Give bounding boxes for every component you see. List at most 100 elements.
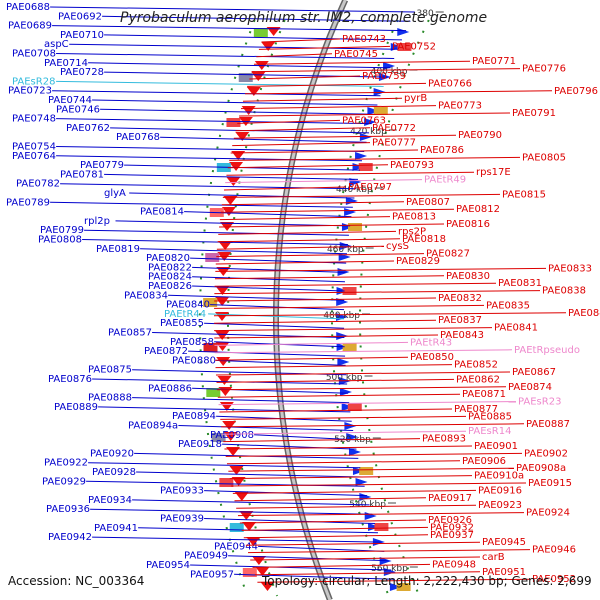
- gene-leader-line: [261, 38, 341, 43]
- gene-label-left: PAE0826: [148, 281, 192, 292]
- left-strand-gene-arrow: [352, 467, 365, 475]
- ruler-label: 380: [417, 9, 434, 19]
- gene-label-right: carB: [482, 552, 505, 563]
- gene-label-right: PAE0916: [478, 485, 522, 496]
- gene-label-left: PAE0857: [108, 328, 152, 339]
- gene-label-right: PAEtR43: [410, 337, 452, 348]
- gene-label-left: PAE0782: [16, 179, 60, 190]
- accession-text: Accession: NC_003364: [8, 574, 145, 588]
- gene-label-right: PAE0805: [522, 152, 566, 163]
- gene-label-right: PAE0766: [428, 78, 472, 89]
- gene-leader-line: [228, 467, 515, 472]
- gene-label-left: PAE0941: [94, 523, 138, 534]
- gene-label-right: PAE0945: [482, 537, 526, 548]
- gene-leader-line: [250, 556, 481, 561]
- gene-leader-line: [132, 499, 370, 506]
- gene-leader-line: [56, 53, 395, 59]
- gene-leader-line: [88, 62, 391, 69]
- gene-label-right: PAE0815: [502, 189, 546, 200]
- gene-leader-line: [254, 434, 355, 441]
- gene-leader-line: [104, 173, 358, 180]
- gene-label-right: PAE0752: [392, 41, 436, 52]
- gene-leader-line: [136, 471, 363, 478]
- gene-leader-line: [217, 238, 401, 243]
- gene-label-left: PAE0808: [38, 235, 82, 246]
- gene-leader-line: [214, 319, 437, 324]
- gene-label-left: PAE0824: [148, 272, 192, 283]
- gene-leader-line: [50, 6, 415, 13]
- gene-leader-line: [184, 211, 352, 218]
- gene-label-right: PAE0830: [446, 271, 490, 282]
- gene-label-right: PAE0924: [526, 508, 570, 519]
- gene-leader-line: [214, 327, 493, 332]
- left-strand-gene-arrow: [389, 583, 402, 591]
- gene-leader-line: [56, 146, 365, 152]
- gene-leader-line: [218, 401, 517, 406]
- right-strand-gene-arrow: [215, 342, 230, 351]
- gene-label-left: PAE0819: [96, 244, 140, 255]
- gene-label-right: PAE0915: [528, 478, 572, 489]
- gene-label-left: PAE0875: [88, 365, 132, 376]
- gene-label-right: PAE0923: [478, 500, 522, 511]
- right-strand-gene-arrow: [235, 132, 250, 141]
- gene-leader-line: [232, 489, 477, 494]
- gene-label-right: PAE0917: [428, 493, 472, 504]
- gene-leader-line: [214, 297, 437, 302]
- gene-leader-line: [92, 99, 378, 106]
- gene-label-left: PAE0949: [184, 551, 228, 562]
- gene-label-left: PAE0872: [144, 346, 188, 357]
- gene-label-left: PAE0814: [140, 207, 184, 218]
- gene-label-right: PAE0835: [486, 300, 530, 311]
- gene-label-left: PAE0918: [178, 439, 222, 450]
- gene-leader-line: [192, 285, 345, 292]
- gene-leader-line: [218, 230, 397, 235]
- gene-label-right: PAEsR23: [518, 397, 561, 408]
- gene-label-left: PAE0939: [160, 514, 204, 525]
- gene-label-right: PAE0831: [498, 278, 542, 289]
- gene-leader-line: [249, 75, 361, 80]
- gene-label-left: PAE0688: [6, 2, 50, 13]
- gene-label-left: PAE0764: [12, 151, 56, 162]
- gene-label-left: PAE0744: [48, 95, 92, 106]
- gene-leader-line: [220, 208, 455, 213]
- gene-label-left: PAE0920: [90, 448, 134, 459]
- gene-leader-line: [192, 266, 346, 273]
- ruler-label: 480 kbp: [323, 311, 360, 321]
- right-strand-gene-arrow: [222, 421, 237, 430]
- right-strand-feature-block: [206, 388, 221, 397]
- left-strand-gene-arrow: [349, 178, 362, 186]
- gene-label-right: PAE0908a: [516, 463, 566, 474]
- gene-leader-line: [215, 267, 547, 272]
- gene-label-left: PAE0889: [54, 402, 98, 413]
- right-strand-gene-arrow: [242, 522, 257, 531]
- gene-leader-line: [237, 119, 341, 124]
- gene-label-right: PAE0827: [426, 249, 470, 260]
- left-strand-feature-block: [347, 403, 362, 411]
- gene-leader-line: [242, 97, 403, 102]
- left-strand-feature-block: [359, 467, 374, 475]
- gene-label-right: PAE0772: [372, 123, 416, 134]
- gene-leader-line: [239, 519, 427, 524]
- left-strand-feature-block: [374, 523, 389, 531]
- left-strand-gene-arrow: [397, 28, 410, 36]
- gene-leader-line: [253, 60, 471, 65]
- left-strand-gene-arrow: [359, 133, 372, 141]
- gene-leader-line: [233, 134, 457, 139]
- gene-leader-line: [245, 90, 553, 95]
- gene-label-right: PAE0926: [428, 515, 472, 526]
- right-strand-gene-arrow: [215, 331, 230, 340]
- gene-label-left: PAE0710: [60, 30, 104, 41]
- gene-label-right: PAE0850: [410, 352, 454, 363]
- gene-leader-line: [104, 34, 402, 41]
- gene-label-left: PAE0934: [88, 495, 132, 506]
- gene-leader-line: [50, 201, 353, 208]
- gene-leader-line: [243, 534, 429, 539]
- right-strand-gene-arrow: [218, 387, 233, 396]
- gene-leader-line: [214, 334, 439, 339]
- left-strand-gene-arrow: [346, 433, 359, 441]
- gene-label-right: rps17E: [476, 167, 511, 178]
- gene-label-right: cysS: [386, 241, 409, 252]
- right-strand-gene-arrow: [260, 582, 275, 591]
- right-strand-gene-arrow: [251, 72, 266, 81]
